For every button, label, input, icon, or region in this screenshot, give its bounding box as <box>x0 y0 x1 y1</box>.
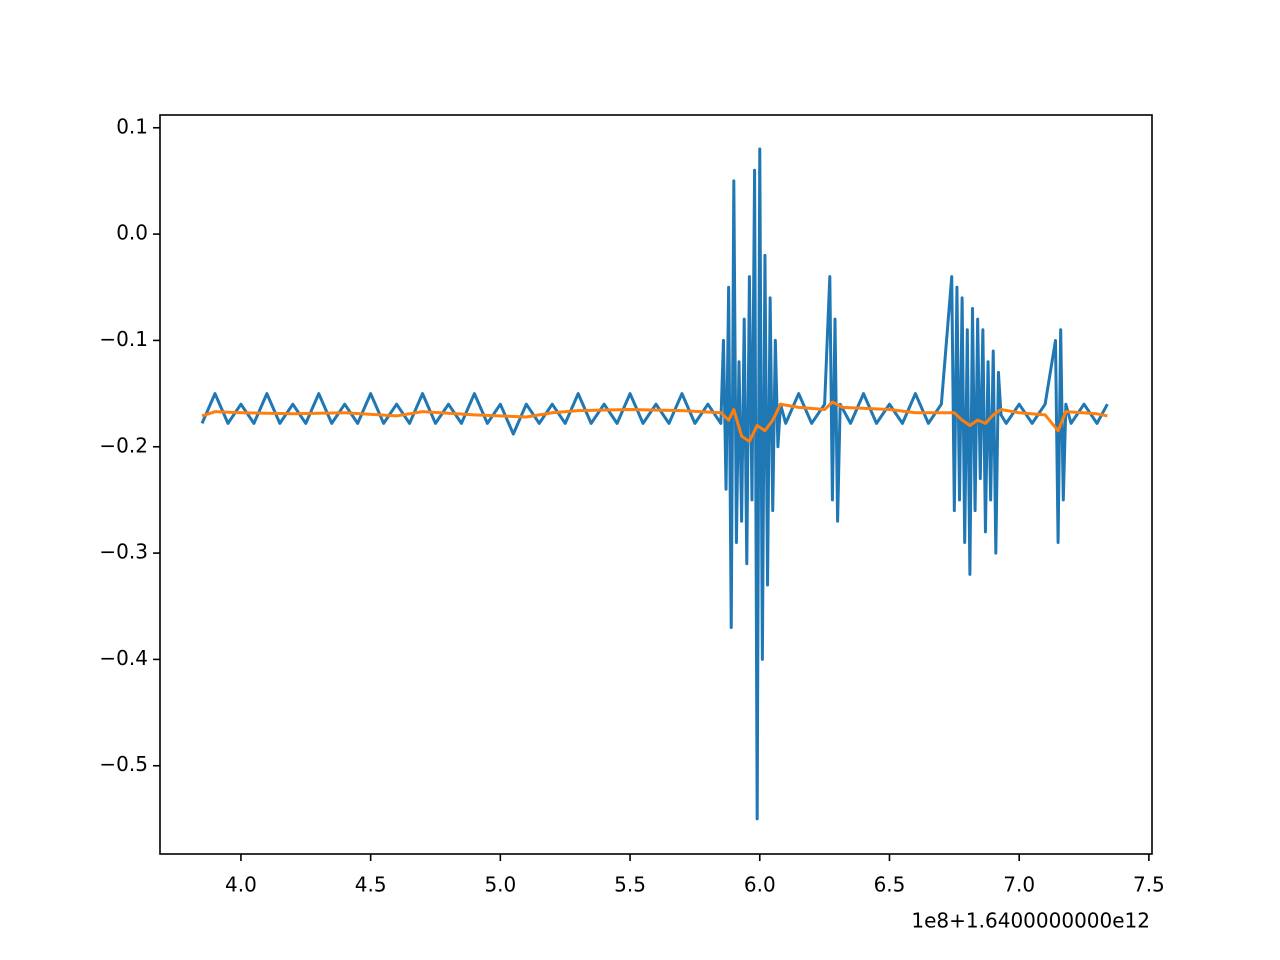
x-offset-label: 1e8+1.6400000000e12 <box>911 909 1150 933</box>
x-tick-label: 7.0 <box>1003 873 1035 897</box>
plot-frame <box>159 114 1153 855</box>
x-tick-label: 4.5 <box>355 873 387 897</box>
x-tick-label: 5.0 <box>484 873 516 897</box>
y-tick-label: −0.5 <box>99 752 148 776</box>
x-tick-label: 7.5 <box>1133 873 1165 897</box>
x-tick-label: 4.0 <box>225 873 257 897</box>
y-tick-label: −0.4 <box>99 646 148 670</box>
y-tick-label: −0.1 <box>99 327 148 351</box>
y-tick-label: −0.3 <box>99 540 148 564</box>
x-tick-label: 5.5 <box>614 873 646 897</box>
series-line <box>200 147 1109 821</box>
x-tick-label: 6.0 <box>744 873 776 897</box>
series-line <box>201 400 1108 443</box>
y-tick-label: 0.0 <box>116 221 148 245</box>
y-tick-label: 0.1 <box>116 114 148 138</box>
x-tick-label: 6.5 <box>874 873 906 897</box>
y-tick-label: −0.2 <box>99 433 148 457</box>
